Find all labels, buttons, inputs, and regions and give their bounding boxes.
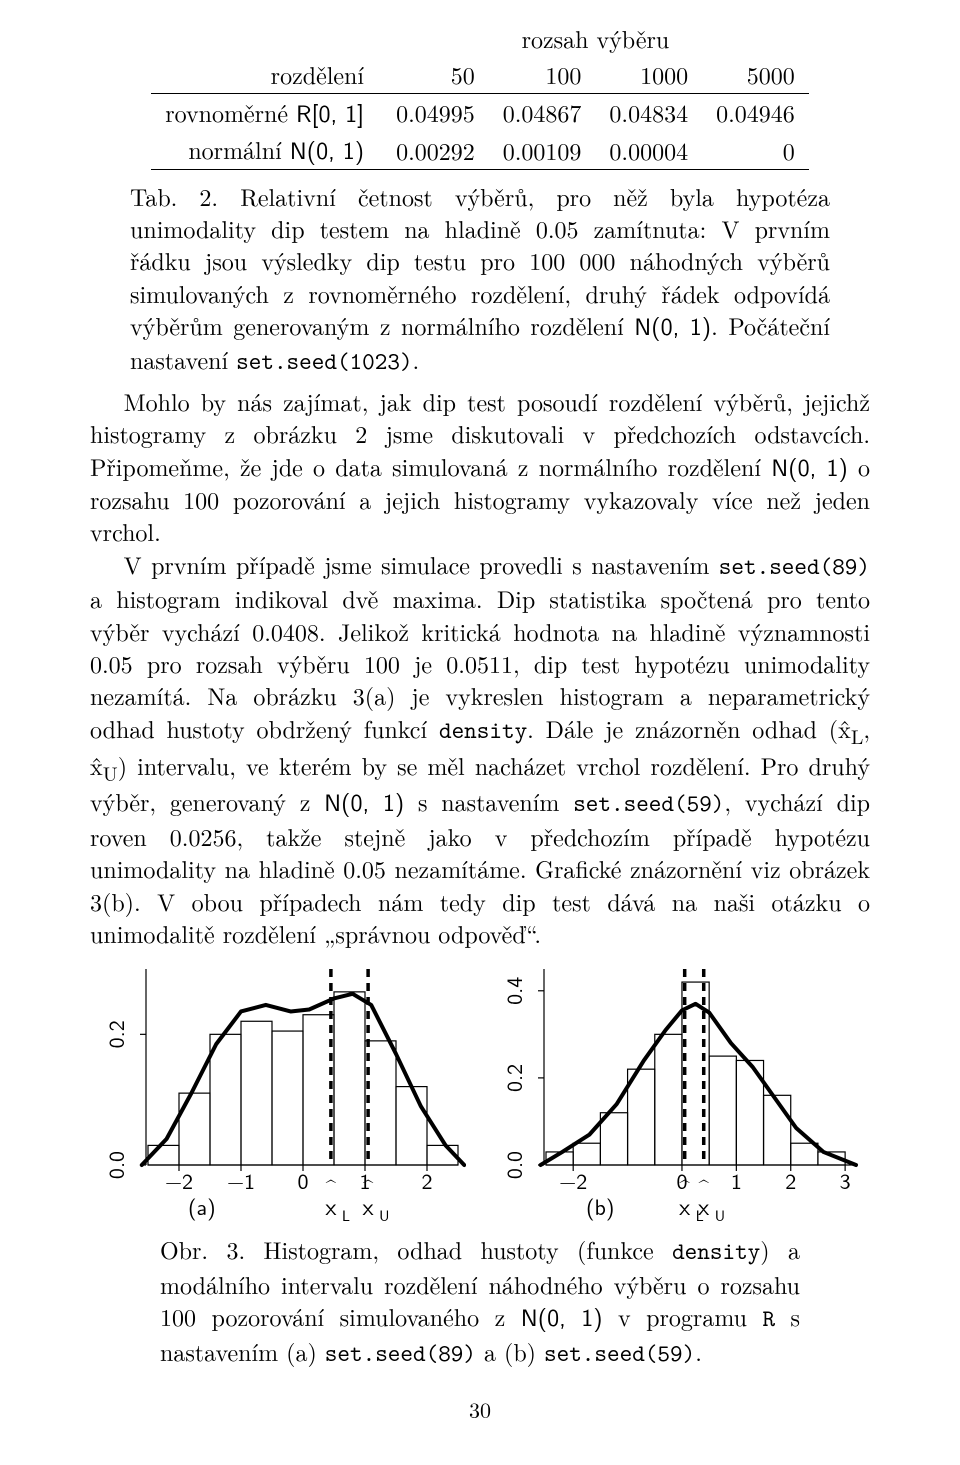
svg-text:^: ^ [679, 1172, 691, 1199]
svg-text:0.2: 0.2 [99, 1021, 131, 1049]
table-cell: 0 [702, 131, 809, 169]
paragraph-1: Mohlo by nás zajímat, jak dip test posou… [90, 385, 870, 548]
svg-text:(b): (b) [586, 1190, 615, 1222]
table-col-3: 5000 [702, 56, 809, 93]
svg-text:0.4: 0.4 [497, 977, 529, 1005]
table-col-0: 50 [382, 56, 489, 93]
svg-text:U: U [715, 1204, 725, 1223]
svg-text:2: 2 [785, 1164, 796, 1196]
svg-text:3: 3 [840, 1164, 851, 1196]
table-cell: 0.04834 [595, 93, 702, 131]
svg-text:2: 2 [421, 1164, 432, 1196]
chart-b: −201230.00.20.4(b)x^Lx^U [494, 963, 864, 1223]
figure-caption: Obr. 3. Histogram, odhad hustoty (funkce… [160, 1233, 800, 1369]
table-col-2: 1000 [595, 56, 702, 93]
svg-text:0.2: 0.2 [497, 1064, 529, 1092]
svg-text:(a): (a) [188, 1190, 216, 1222]
svg-text:1: 1 [731, 1164, 742, 1196]
table-cell: 0.04946 [702, 93, 809, 131]
table-col-1: 100 [489, 56, 596, 93]
table-col-label: rozdělení [151, 56, 382, 93]
table-cell: 0.00004 [595, 131, 702, 169]
svg-text:U: U [379, 1204, 389, 1223]
svg-text:L: L [342, 1204, 350, 1223]
table-cell: 0.00109 [489, 131, 596, 169]
table-cell: 0.00292 [382, 131, 489, 169]
svg-text:0.0: 0.0 [497, 1151, 529, 1179]
table-super-header: rozsah výběru [382, 20, 809, 56]
svg-text:^: ^ [325, 1172, 337, 1199]
svg-text:−1: −1 [227, 1164, 255, 1196]
svg-text:−2: −2 [559, 1164, 587, 1196]
svg-text:^: ^ [698, 1172, 710, 1199]
chart-a: −2−10120.00.2(a)x^Lx^U [96, 963, 466, 1223]
table-caption: Tab. 2. Relativní četnost výběrů, pro ně… [130, 180, 830, 377]
table-cell: 0.04995 [382, 93, 489, 131]
table-cell: 0.04867 [489, 93, 596, 131]
paragraph-2: V prvním případě jsme simulace provedli … [90, 548, 870, 950]
svg-text:0: 0 [297, 1164, 308, 1196]
page-number: 30 [90, 1395, 870, 1425]
table-rozsah: rozsah výběru rozdělení 50 100 1000 5000… [151, 20, 809, 170]
svg-text:0.0: 0.0 [99, 1151, 131, 1179]
table-row-0-label: rovnoměrné R[0, 1] [151, 93, 382, 131]
svg-text:^: ^ [362, 1172, 374, 1199]
table-row-1-label: normální N(0, 1) [151, 131, 382, 169]
